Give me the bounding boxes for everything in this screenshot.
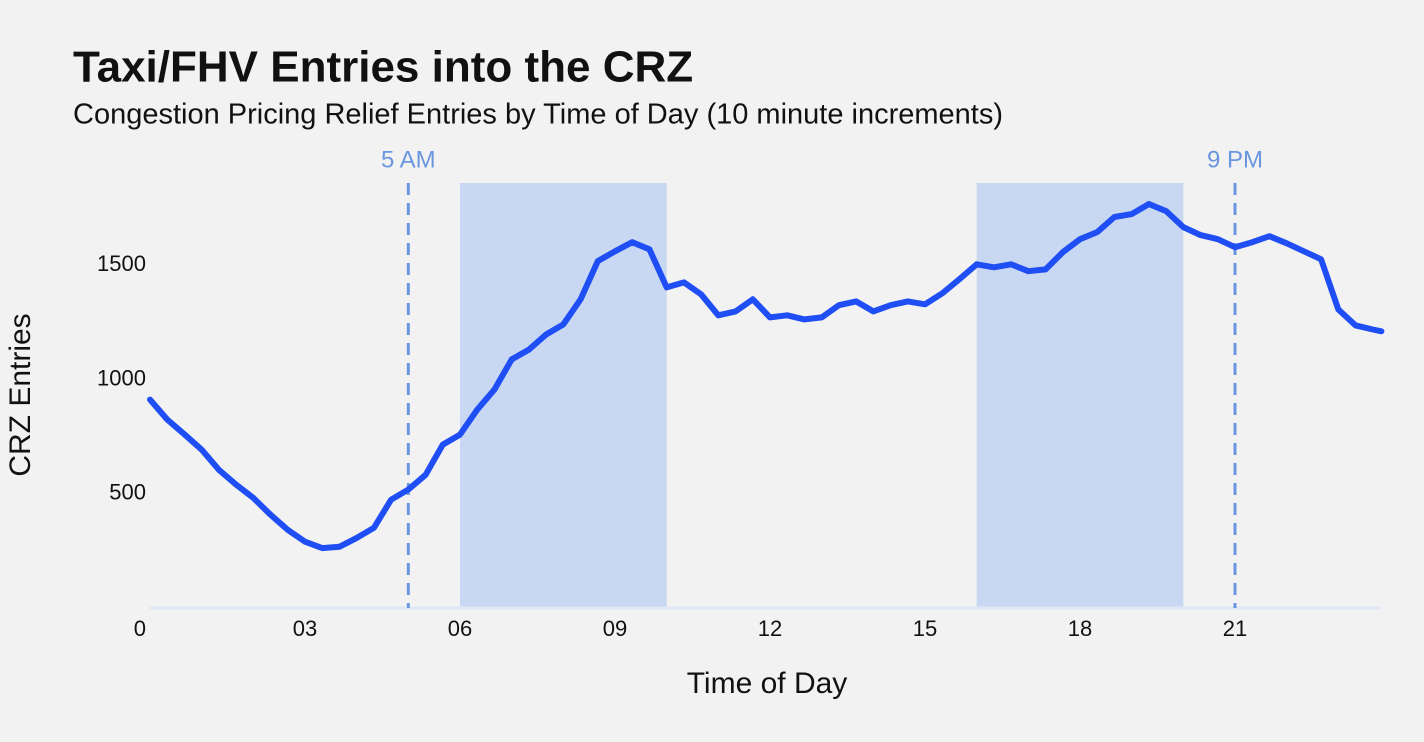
shaded-range: [976, 183, 1184, 608]
shaded-range: [460, 183, 667, 608]
reference-label: 5 AM: [381, 146, 436, 173]
x-tick-label: 21: [1223, 616, 1247, 641]
x-tick-label: 18: [1068, 616, 1092, 641]
x-tick-label: 09: [603, 616, 627, 641]
x-axis-label: Time of Day: [687, 667, 848, 700]
x-tick-label: 0: [134, 616, 146, 641]
chart-title: Taxi/FHV Entries into the CRZ: [73, 43, 693, 92]
y-tick-label: 500: [109, 480, 146, 505]
x-tick-label: 03: [293, 616, 317, 641]
x-tick-label: 15: [913, 616, 937, 641]
x-tick-label: 06: [448, 616, 472, 641]
reference-label: 9 PM: [1207, 146, 1263, 173]
x-tick-label: 12: [758, 616, 782, 641]
data-line: [147, 201, 1385, 552]
y-axis-label: CRZ Entries: [4, 313, 37, 476]
y-tick-label: 1500: [97, 251, 146, 276]
y-tick-label: 1000: [97, 365, 146, 390]
chart-subtitle: Congestion Pricing Relief Entries by Tim…: [73, 99, 1003, 131]
